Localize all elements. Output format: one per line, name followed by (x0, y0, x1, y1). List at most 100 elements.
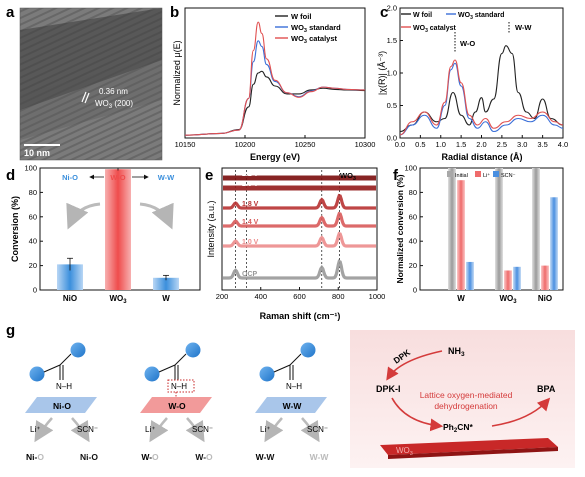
scheme-ni-o: N–H Ni-O Li⁺ SCN⁻ Ni-O Ni-O (25, 342, 98, 462)
trend-arrow-left (66, 202, 101, 230)
nh3-label: NH3 (448, 346, 465, 358)
imine-label: N–H (286, 382, 302, 391)
tick-label: 800 (332, 292, 345, 301)
tick-label: 20 (29, 261, 37, 270)
tick-label: 3.5 (537, 140, 547, 149)
site-label: W-O (168, 401, 186, 411)
tick-label: 1.5 (456, 140, 466, 149)
series-line-wo3-standard (399, 62, 564, 136)
bond (289, 353, 302, 366)
product-scn: W-O (195, 452, 213, 462)
arrow-scn (70, 417, 90, 443)
legend-label: WO3 catalyst (413, 25, 457, 34)
panel-d: d 0 20 40 60 80 100 NiO WO3 W Conversion (%) Ni-… (6, 164, 201, 305)
tick-label: NiO (538, 294, 552, 303)
reagent-scn: SCN⁻ (307, 425, 328, 434)
reagent-scn: SCN⁻ (77, 425, 98, 434)
legend-label: SCN⁻ (501, 173, 516, 179)
tick-group-e: 200 400 600 800 1000 (216, 287, 385, 301)
tick-label: 1.0 (436, 140, 446, 149)
product-scn: W-W (310, 452, 330, 462)
bpa-label: BPA (537, 384, 556, 394)
phenyl-ring-icon (300, 342, 316, 358)
bond (273, 364, 291, 373)
bar-wo3-2 (513, 266, 521, 290)
series-line-w-foil (184, 70, 366, 136)
tick-label: 20 (409, 261, 417, 270)
panel-c: c 0.0 0.5 1.0 1.5 2.0 2.5 3.0 3.5 4.0 0.0 0.5 1.0 1.… (377, 4, 568, 163)
panel-e: e 200 400 600 800 1000 2.2 V 2.0 V 1.8 V 1.4 V 1… (205, 167, 385, 321)
legend-swatch (447, 171, 453, 177)
bar-nio-1 (541, 265, 549, 290)
legend-swatch (493, 171, 499, 177)
curve-label: OCP (242, 271, 258, 278)
product-li: Ni-O (26, 452, 44, 462)
panel-letter-g: g (6, 322, 15, 339)
panel-a: a 0.36 nm WO3 (200) 10 nm (6, 4, 163, 161)
tick-label: 10300 (355, 140, 376, 149)
tick-label: 1.5 (387, 36, 397, 45)
bar-w-2 (466, 261, 474, 290)
legend-label: W foil (413, 12, 432, 19)
bar-nio-2 (550, 197, 558, 290)
imine-label: N–H (56, 382, 72, 391)
panel-letter-b: b (170, 4, 179, 21)
nh-highlight (167, 379, 195, 393)
raman-spectrum-1.8-v (223, 193, 376, 210)
legend-label: WO3 catalyst (291, 34, 338, 45)
tick-label: 1.0 (387, 69, 397, 78)
legend-label: Initial (455, 173, 468, 179)
tick-label: 40 (29, 237, 37, 246)
tick-label: 60 (409, 212, 417, 221)
raman-spectrum-1.4-v (223, 211, 376, 228)
tick-label: 600 (293, 292, 306, 301)
axis-xlabel-b: Energy (eV) (250, 152, 300, 162)
legend-f: Initial Li⁺ SCN⁻ (447, 171, 516, 179)
arrow-intermediate-to-bpa (491, 397, 551, 427)
scheme-w-o: N–H W-O Li⁺ SCN⁻ W-O W-O (140, 342, 213, 462)
bar-group-f (448, 168, 558, 290)
series-group-c (399, 45, 564, 136)
adsorption-schemes: N–H Ni-O Li⁺ SCN⁻ Ni-O Ni-O N–H W-O Li⁺ SCN⁻ W-O W-… (25, 342, 330, 462)
bar-nio-0 (532, 168, 540, 290)
series-line-w-foil (399, 45, 564, 133)
product-li: W-O (141, 452, 159, 462)
tick-label: 10250 (295, 140, 316, 149)
phenyl-ring-icon (144, 366, 160, 382)
curve-label: 1.4 V (242, 219, 259, 226)
arrow-scn (185, 417, 205, 443)
axis-ylabel-d: Conversion (%) (10, 196, 20, 262)
bond (158, 364, 176, 373)
tick-label: 80 (409, 188, 417, 197)
bond (43, 364, 61, 373)
tick-label: 4.0 (558, 140, 568, 149)
plot-frame-b (184, 7, 366, 139)
surface-slab (255, 397, 327, 413)
arrow-dpki-to-intermediate (391, 397, 444, 432)
tick-label: 0.5 (415, 140, 425, 149)
tick-label: WO3 (109, 294, 127, 305)
arrow-li (149, 417, 169, 443)
tick-label: W (457, 294, 465, 303)
tick-label: 2.0 (387, 4, 397, 13)
tick-group-b: 10150 10200 10250 10300 (175, 135, 376, 149)
lattice-marker (81, 91, 87, 103)
legend-label: W foil (291, 12, 311, 21)
legend-c: W foil WO3 standard WO3 catalyst (401, 12, 504, 34)
phenyl-ring-icon (70, 342, 86, 358)
slab-label: WO3 (396, 446, 413, 457)
tick-label: 0.0 (387, 134, 397, 143)
bar-w-0 (448, 168, 456, 290)
panel-letter-e: e (205, 167, 213, 184)
lattice-spacing: 0.36 nm (99, 87, 128, 96)
series-line-wo3-catalyst (184, 21, 366, 136)
curve-label: 2.0 V (242, 181, 259, 188)
bar-wo3-1 (504, 270, 512, 290)
axis-ylabel-f: Normalized conversion (%) (395, 174, 405, 283)
legend-label: WO3 standard (458, 12, 504, 21)
tick-label: 10200 (235, 140, 256, 149)
arrow-li (34, 417, 54, 443)
legend-label: WO3 standard (291, 23, 341, 34)
species-label: WO3 (340, 171, 356, 182)
